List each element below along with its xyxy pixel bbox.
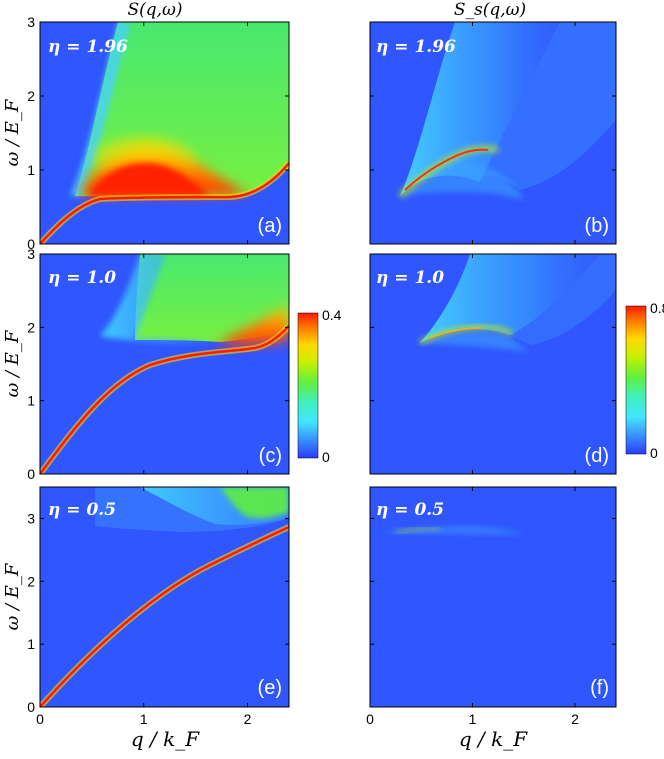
panel-c-plasmon-line bbox=[40, 325, 289, 474]
panel-a-label: (a) bbox=[258, 215, 282, 237]
panel-a-hot-core bbox=[88, 162, 210, 196]
panel-c-hot-region bbox=[215, 306, 289, 347]
panel-f-mode bbox=[394, 527, 441, 534]
x-tick-label-e: 2 bbox=[244, 711, 252, 727]
panel-b-eta-label: η = 1.96 bbox=[376, 37, 456, 57]
panel-c-label: (c) bbox=[259, 445, 282, 467]
panel-a-frame bbox=[39, 21, 290, 245]
right-colorbar-min-label: 0 bbox=[650, 445, 658, 461]
x-tick-label-f: 2 bbox=[571, 711, 579, 727]
right-colorbar-max-label: 0.8 bbox=[650, 300, 664, 316]
panel-c bbox=[40, 254, 289, 474]
x-axis-label-right: q / k_F bbox=[459, 727, 528, 751]
panel-c-frame bbox=[39, 253, 290, 475]
y-tick-label-c: 1 bbox=[27, 393, 35, 409]
panel-b-frame bbox=[369, 21, 617, 245]
panel-d-lower-wedge bbox=[420, 331, 528, 352]
panel-f-label: (f) bbox=[590, 677, 609, 699]
panel-a-continuum-cyan-edge bbox=[70, 22, 130, 196]
y-tick-label-e: 3 bbox=[27, 510, 35, 526]
y-axis-label-middle: ω / E_F bbox=[2, 329, 23, 397]
panel-b-lower-wedge bbox=[400, 163, 525, 200]
panel-e-continuum-green bbox=[220, 487, 289, 519]
panel-b bbox=[370, 22, 616, 244]
left-colorbar-max-label: 0.4 bbox=[322, 307, 342, 323]
left-column-title: S(q,ω) bbox=[127, 0, 182, 20]
x-axis-label-left: q / k_F bbox=[131, 727, 200, 751]
y-tick-label-a: 0 bbox=[27, 236, 35, 252]
panel-d-label: (d) bbox=[585, 445, 609, 467]
y-tick-label-a: 3 bbox=[27, 14, 35, 30]
y-tick-label-c: 3 bbox=[27, 246, 35, 262]
panel-d-eta-label: η = 1.0 bbox=[376, 268, 444, 288]
panel-e bbox=[40, 487, 289, 707]
panel-d bbox=[370, 254, 616, 474]
panel-e-eta-label: η = 0.5 bbox=[48, 500, 116, 520]
x-tick-label-f: 1 bbox=[469, 711, 477, 727]
panel-a bbox=[40, 22, 289, 244]
panel-a-plasmon-line bbox=[40, 162, 289, 244]
panel-b-outer-fade bbox=[480, 22, 616, 190]
panel-f-frame bbox=[369, 486, 617, 708]
panel-f-background bbox=[370, 487, 616, 707]
panel-b-sharp-mode bbox=[404, 148, 489, 191]
y-tick-label-e: 2 bbox=[27, 573, 35, 589]
panel-b-continuum bbox=[400, 22, 560, 196]
right-colorbar bbox=[625, 305, 647, 455]
y-tick-label-c: 0 bbox=[27, 466, 35, 482]
right-column-title: S_s(q,ω) bbox=[454, 0, 526, 20]
y-tick-label-a: 1 bbox=[27, 162, 35, 178]
panel-f-faint-continuum bbox=[380, 525, 525, 535]
y-tick-label-e: 1 bbox=[27, 636, 35, 652]
x-tick-label-f: 0 bbox=[366, 711, 374, 727]
panel-d-outer-fade bbox=[510, 254, 616, 345]
panel-e-plasmon-line bbox=[40, 525, 289, 707]
panel-d-frame bbox=[369, 253, 617, 475]
panel-e-frame bbox=[39, 486, 290, 708]
left-colorbar-min-label: 0 bbox=[322, 449, 330, 465]
y-axis-label-top: ω / E_F bbox=[2, 98, 23, 166]
panel-e-label: (e) bbox=[258, 677, 282, 699]
x-tick-label-e: 0 bbox=[36, 711, 44, 727]
panel-c-eta-label: η = 1.0 bbox=[48, 268, 116, 288]
x-tick-label-e: 1 bbox=[140, 711, 148, 727]
left-colorbar bbox=[297, 312, 319, 459]
panel-c-continuum bbox=[135, 254, 289, 342]
y-axis-label-bottom: ω / E_F bbox=[2, 562, 23, 630]
panel-c-cyan-edge bbox=[100, 254, 215, 344]
y-tick-label-c: 2 bbox=[27, 319, 35, 335]
panel-b-label: (b) bbox=[585, 215, 609, 237]
panel-a-eta-label: η = 1.96 bbox=[48, 37, 128, 57]
panel-f-eta-label: η = 0.5 bbox=[376, 500, 444, 520]
y-tick-label-e: 0 bbox=[27, 699, 35, 715]
panel-f bbox=[370, 487, 616, 707]
panel-d-mode bbox=[429, 327, 483, 339]
y-tick-label-a: 2 bbox=[27, 88, 35, 104]
panel-a-yellow-halo bbox=[95, 136, 200, 170]
panel-d-continuum bbox=[420, 254, 600, 343]
